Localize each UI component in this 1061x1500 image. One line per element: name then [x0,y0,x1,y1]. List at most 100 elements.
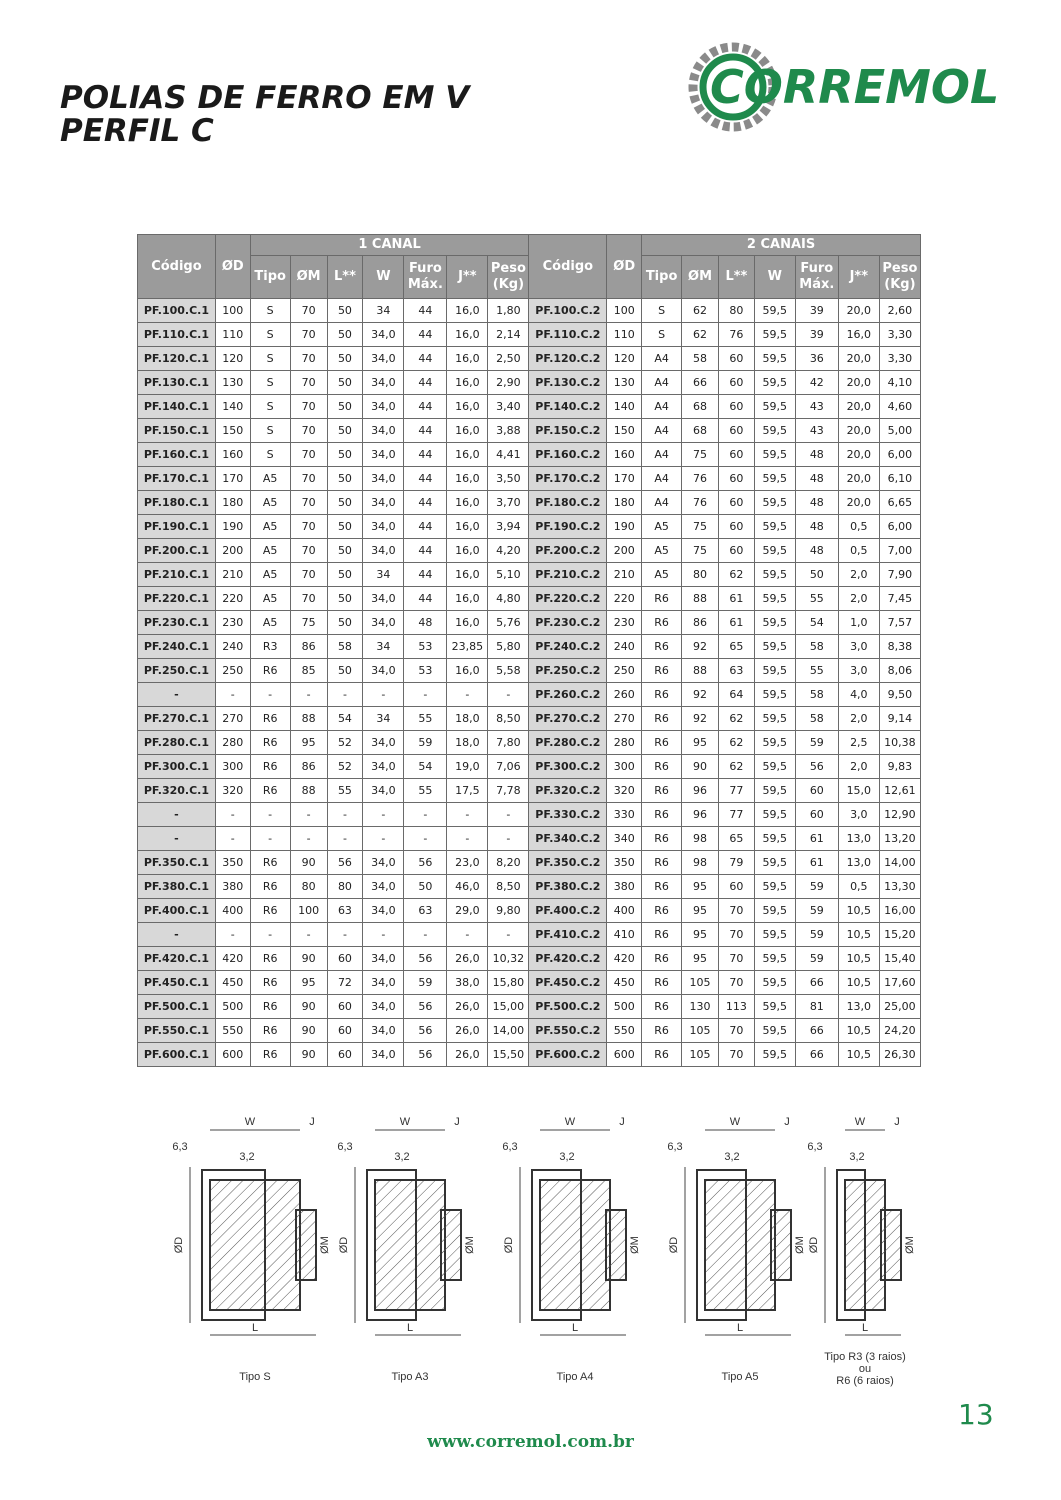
table-cell: R6 [641,946,683,971]
table-cell: 96 [681,802,719,827]
table-cell: 50 [326,394,364,419]
table-cell: 62 [681,322,719,347]
table-cell: PF.210.C.2 [528,562,608,587]
table-row: PF.320.C.1 320 R6 88 55 34,0 55 17,5 7,78 PF.320.… [137,778,922,803]
table-cell: 14,00 [878,850,922,875]
table-cell: 34,0 [362,322,405,347]
table-cell: 68 [681,394,719,419]
table-cell: 44 [403,586,448,611]
table-cell: 90 [681,754,719,779]
table-cell: 60 [794,802,839,827]
pulley-rim [366,1169,417,1321]
table-cell: 59,5 [753,1018,796,1043]
table-cell: 59,5 [753,346,796,371]
table-cell: 59,5 [753,298,796,323]
table-cell: 92 [681,706,719,731]
table-cell: - [446,826,489,851]
table-cell: 70 [289,418,328,443]
table-cell: PF.260.C.2 [528,682,608,707]
table-cell: 7,78 [487,778,530,803]
table-cell: 8,20 [487,850,530,875]
table-cell: 220 [214,586,251,611]
table-row: PF.200.C.1 200 A5 70 50 34,0 44 16,0 4,20 PF.200.… [137,538,922,563]
table-cell: S [249,322,291,347]
title: POLIAS DE FERRO EM V PERFIL C [60,82,469,148]
dim-label: 6,3 [337,1141,352,1153]
logo: CORREMOL [688,42,999,132]
table-cell: 600 [606,1042,643,1067]
table-cell: 34,0 [362,538,405,563]
table-cell: R6 [641,634,683,659]
table-cell: 50 [326,538,364,563]
dim-label: L [252,1322,258,1334]
table-cell: PF.140.C.2 [528,394,608,419]
table-cell: 90 [289,1042,328,1067]
table-cell: - [326,922,364,947]
table-cell: 59 [794,898,839,923]
table-cell: - [362,922,405,947]
table-cell: 63 [326,898,364,923]
dim-label: L [737,1322,743,1334]
pulley-body [539,1179,611,1311]
table-cell: R6 [249,730,291,755]
table-cell: R6 [641,730,683,755]
table-cell: 20,0 [837,298,880,323]
table-cell: 190 [214,514,251,539]
table-cell: 20,0 [837,442,880,467]
table-cell: 7,80 [487,730,530,755]
table-cell: 160 [606,442,643,467]
column-header: J** [446,255,489,299]
table-cell: 200 [606,538,643,563]
table-cell: PF.550.C.2 [528,1018,608,1043]
table-cell: 66 [794,1018,839,1043]
table-cell: A4 [641,370,683,395]
table-cell: 70 [717,946,755,971]
table-cell: 36 [794,346,839,371]
table-cell: PF.230.C.2 [528,610,608,635]
table-cell: 34,0 [362,370,405,395]
table-cell: 70 [289,490,328,515]
table-cell: S [249,394,291,419]
table-cell: 34,0 [362,946,405,971]
table-cell: 16,0 [837,322,880,347]
table-cell: PF.400.C.2 [528,898,608,923]
table-cell: PF.220.C.1 [137,586,216,611]
table-cell: R6 [641,994,683,1019]
table-cell: R6 [641,898,683,923]
dim-label: 3,2 [239,1151,254,1163]
table-cell: 59 [794,730,839,755]
table-cell: 130 [214,370,251,395]
table-cell: PF.420.C.1 [137,946,216,971]
table-cell: 52 [326,754,364,779]
table-cell: PF.330.C.2 [528,802,608,827]
table-cell: 59,5 [753,322,796,347]
table-cell: 88 [289,706,328,731]
table-cell: 80 [717,298,755,323]
table-cell: 19,0 [446,754,489,779]
table-cell: 240 [214,634,251,659]
table-cell: 59,5 [753,514,796,539]
table-cell: 60 [717,466,755,491]
table-cell: 50 [326,322,364,347]
table-cell: 86 [681,610,719,635]
table-cell: PF.350.C.2 [528,850,608,875]
dim-label: W [245,1116,256,1128]
table-cell: 70 [289,538,328,563]
table-cell: 2,14 [487,322,530,347]
table-cell: - [487,802,530,827]
table-row: PF.120.C.1 120 S 70 50 34,0 44 16,0 2,50 PF.120.C… [137,346,922,371]
table-cell: 55 [403,778,448,803]
table-row: - - - - - - - - - PF.330.C.2 330 R6 96 77 59,5 60 3,0 12,… [137,802,922,827]
table-cell: A5 [249,490,291,515]
table-cell: 60 [794,778,839,803]
table-cell: 13,0 [837,994,880,1019]
table-cell: 70 [289,514,328,539]
table-cell: 48 [403,610,448,635]
table-cell: R6 [641,682,683,707]
table-cell: 280 [214,730,251,755]
dim-label: W [730,1116,741,1128]
table-cell: 10,5 [837,946,880,971]
table-cell: 80 [289,874,328,899]
table-cell: 56 [403,946,448,971]
table-cell: PF.100.C.2 [528,298,608,323]
